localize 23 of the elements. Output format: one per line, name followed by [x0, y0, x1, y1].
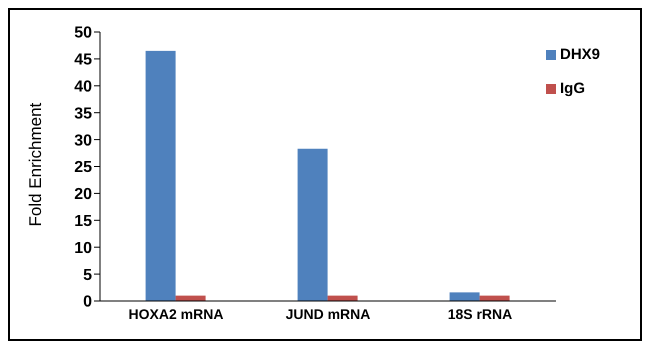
- bar: [146, 50, 176, 301]
- y-tick-label: 45: [74, 52, 92, 69]
- y-tick-label: 50: [74, 24, 92, 42]
- y-tick-label: 0: [83, 294, 92, 311]
- legend-label: IgG: [560, 80, 585, 97]
- x-tick-label: JUND mRNA: [286, 306, 370, 322]
- bar: [176, 296, 206, 301]
- y-tick-label: 40: [74, 78, 92, 96]
- y-axis-title: Fold Enrichment: [26, 102, 46, 226]
- y-tick-label: 35: [74, 105, 92, 122]
- x-tick-label: 18S rRNA: [448, 306, 512, 322]
- y-tick-label: 25: [74, 159, 92, 176]
- bar: [298, 148, 328, 301]
- x-tick-label: HOXA2 mRNA: [128, 306, 224, 322]
- y-tick-label: 10: [74, 240, 92, 257]
- legend-label: DHX9: [560, 46, 600, 63]
- bar: [450, 292, 480, 301]
- y-tick-label: 30: [74, 132, 92, 150]
- y-tick-label: 5: [83, 266, 92, 284]
- bar: [328, 296, 358, 301]
- bar: [480, 296, 510, 301]
- y-tick-label: 20: [74, 186, 92, 204]
- y-tick-label: 15: [74, 212, 92, 230]
